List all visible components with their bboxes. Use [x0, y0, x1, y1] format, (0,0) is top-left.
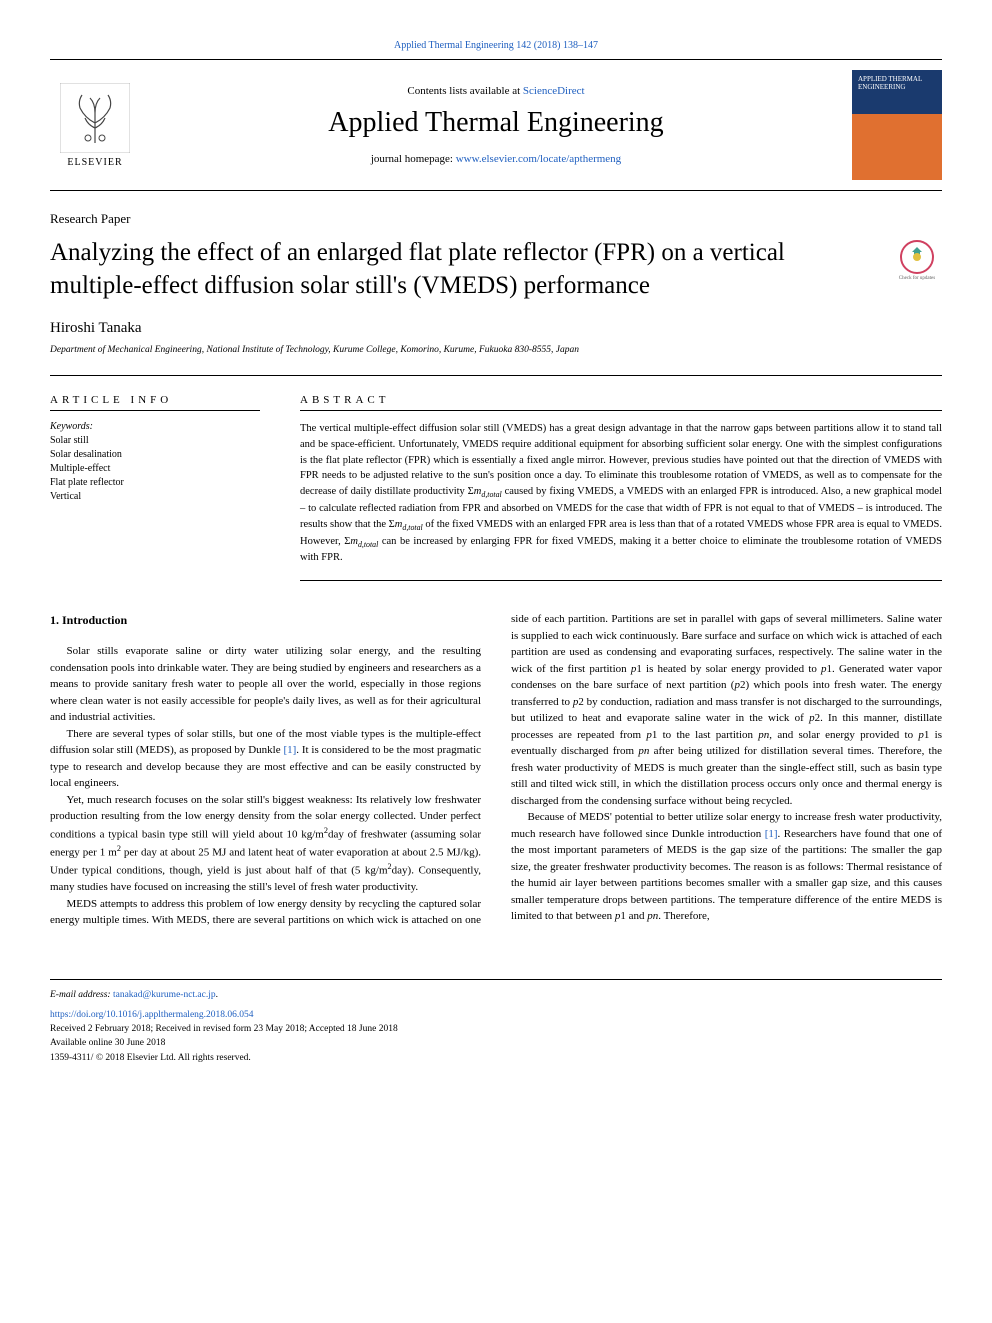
email-line: E-mail address: tanakad@kurume-nct.ac.jp…: [50, 988, 942, 1002]
homepage-line: journal homepage: www.elsevier.com/locat…: [140, 153, 852, 165]
keyword: Multiple-effect: [50, 462, 260, 476]
body-paragraph: Because of MEDS' potential to better uti…: [511, 809, 942, 925]
abstract-text: The vertical multiple-effect diffusion s…: [300, 421, 942, 566]
journal-name: Applied Thermal Engineering: [140, 107, 852, 139]
article-type: Research Paper: [50, 211, 942, 227]
received-line: Received 2 February 2018; Received in re…: [50, 1022, 942, 1036]
body-paragraph: Yet, much research focuses on the solar …: [50, 792, 481, 896]
homepage-link[interactable]: www.elsevier.com/locate/apthermeng: [456, 153, 621, 165]
body-two-column: 1. Introduction Solar stills evaporate s…: [50, 611, 942, 928]
header-center: Contents lists available at ScienceDirec…: [140, 85, 852, 165]
abstract-rule: [300, 410, 942, 411]
author-email-link[interactable]: tanakad@kurume-nct.ac.jp: [113, 990, 216, 1000]
journal-cover-thumbnail: APPLIED THERMAL ENGINEERING: [852, 70, 942, 180]
check-updates-icon[interactable]: Check for updates: [892, 237, 942, 287]
keywords-label: Keywords:: [50, 421, 260, 432]
journal-reference: Applied Thermal Engineering 142 (2018) 1…: [50, 40, 942, 51]
article-title: Analyzing the effect of an enlarged flat…: [50, 237, 872, 302]
copyright-line: 1359-4311/ © 2018 Elsevier Ltd. All righ…: [50, 1051, 942, 1065]
homepage-prefix: journal homepage:: [371, 153, 456, 165]
available-line: Available online 30 June 2018: [50, 1036, 942, 1050]
section-heading: 1. Introduction: [50, 611, 481, 629]
email-label: E-mail address:: [50, 990, 113, 1000]
body-section: 1. Introduction Solar stills evaporate s…: [50, 611, 942, 928]
doi-link[interactable]: https://doi.org/10.1016/j.applthermaleng…: [50, 1010, 254, 1020]
info-rule: [50, 410, 260, 411]
keyword: Solar still: [50, 434, 260, 448]
article-info-label: ARTICLE INFO: [50, 394, 260, 406]
author-affiliation: Department of Mechanical Engineering, Na…: [50, 345, 942, 355]
journal-header: ELSEVIER Contents lists available at Sci…: [50, 59, 942, 191]
abstract-bottom-rule: [300, 580, 942, 581]
info-abstract-row: ARTICLE INFO Keywords: Solar still Solar…: [50, 375, 942, 581]
contents-line: Contents lists available at ScienceDirec…: [140, 85, 852, 97]
sciencedirect-link[interactable]: ScienceDirect: [523, 85, 585, 97]
keyword: Flat plate reflector: [50, 476, 260, 490]
abstract-column: ABSTRACT The vertical multiple-effect di…: [300, 394, 942, 581]
title-row: Analyzing the effect of an enlarged flat…: [50, 237, 942, 302]
contents-prefix: Contents lists available at: [407, 85, 522, 97]
keyword: Solar desalination: [50, 448, 260, 462]
elsevier-tree-icon: [60, 83, 130, 153]
keyword: Vertical: [50, 490, 260, 504]
page-footer: E-mail address: tanakad@kurume-nct.ac.jp…: [50, 979, 942, 1065]
citation-link[interactable]: [1]: [283, 744, 296, 756]
cover-thumb-title: APPLIED THERMAL ENGINEERING: [858, 76, 936, 91]
article-info-column: ARTICLE INFO Keywords: Solar still Solar…: [50, 394, 260, 581]
body-paragraph: Solar stills evaporate saline or dirty w…: [50, 643, 481, 726]
doi-line: https://doi.org/10.1016/j.applthermaleng…: [50, 1008, 942, 1022]
author-name: Hiroshi Tanaka: [50, 320, 942, 337]
publisher-logo: ELSEVIER: [50, 75, 140, 175]
journal-ref-link[interactable]: Applied Thermal Engineering 142 (2018) 1…: [394, 40, 598, 51]
publisher-name: ELSEVIER: [67, 157, 122, 168]
citation-link[interactable]: [1]: [765, 828, 778, 840]
abstract-label: ABSTRACT: [300, 394, 942, 406]
check-updates-label: Check for updates: [899, 276, 935, 281]
page-container: Applied Thermal Engineering 142 (2018) 1…: [0, 0, 992, 1105]
body-paragraph: There are several types of solar stills,…: [50, 726, 481, 792]
